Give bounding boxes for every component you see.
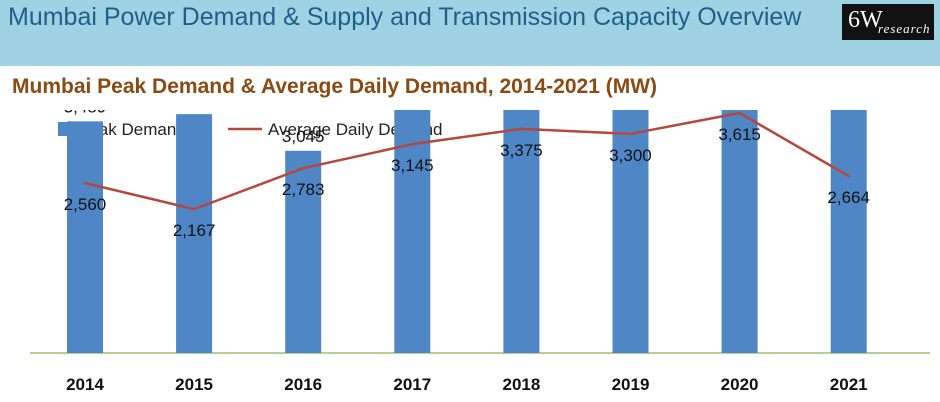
label-average-daily-demand-2021: 2,664 [827, 188, 870, 207]
line-average-daily-demand [83, 111, 850, 211]
x-tick-2016: 2016 [284, 375, 322, 394]
bar-peak-demand-2016 [285, 150, 322, 353]
chart-title: Mumbai Peak Demand & Average Daily Deman… [12, 75, 658, 98]
bar-series-peak-demand [67, 110, 867, 354]
bar-peak-demand-2015 [176, 114, 213, 353]
label-average-daily-demand-2020: 3,615 [718, 125, 761, 144]
line-series-average-daily-demand [83, 111, 850, 211]
x-tick-2014: 2014 [66, 375, 104, 394]
label-average-daily-demand-2016: 2,783 [282, 180, 325, 199]
demand-chart: Peak Demand Average Daily Demand 3,4893,… [30, 110, 930, 394]
x-axis-ticks: 2014 2015 2016 2017 2018 2019 2020 2021 [66, 375, 868, 394]
bar-peak-demand-2021 [830, 110, 867, 353]
bar-peak-demand-2020 [721, 110, 758, 353]
label-peak-demand-2016: 3,045 [282, 127, 325, 146]
logo-sub-text: research [878, 21, 931, 36]
x-tick-2020: 2020 [721, 375, 759, 394]
label-average-daily-demand-2014: 2,560 [64, 195, 107, 214]
bar-peak-demand-2019 [612, 110, 649, 354]
label-peak-demand-2014: 3,489 [64, 110, 107, 116]
bar-peak-demand-2018 [503, 110, 540, 354]
x-tick-2021: 2021 [830, 375, 868, 394]
page-title: Mumbai Power Demand & Supply and Transmi… [8, 3, 802, 31]
x-tick-2017: 2017 [393, 375, 431, 394]
data-labels: 3,4893,5973,0453,9104,0154,1234,2344,341… [64, 110, 870, 240]
label-average-daily-demand-2019: 3,300 [609, 146, 652, 165]
label-average-daily-demand-2017: 3,145 [391, 156, 434, 175]
bar-peak-demand-2017 [394, 110, 431, 353]
label-average-daily-demand-2015: 2,167 [173, 221, 216, 240]
header-bar: Mumbai Power Demand & Supply and Transmi… [0, 0, 940, 66]
bar-peak-demand-2014 [67, 121, 103, 353]
label-average-daily-demand-2018: 3,375 [500, 141, 543, 160]
logo-main-text: 6W [848, 7, 883, 33]
legend-label-peak-demand: Peak Demand [78, 120, 186, 139]
chart-legend: Peak Demand Average Daily Demand [58, 120, 443, 139]
brand-logo: 6W research [842, 4, 934, 40]
x-tick-2019: 2019 [612, 375, 650, 394]
x-tick-2015: 2015 [175, 375, 213, 394]
x-tick-2018: 2018 [502, 375, 540, 394]
